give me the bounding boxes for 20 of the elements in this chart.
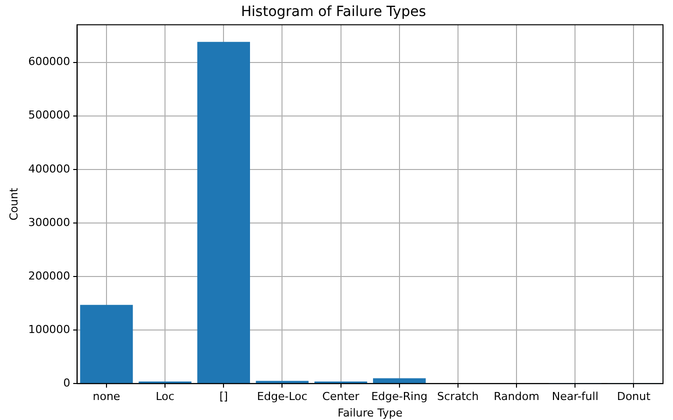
y-tick-label: 400000 bbox=[28, 162, 70, 176]
x-tick-label: Donut bbox=[616, 390, 652, 404]
x-tick-label: [] bbox=[219, 390, 228, 404]
y-tick-label: 0 bbox=[63, 376, 70, 390]
chart-title: Histogram of Failure Types bbox=[241, 4, 426, 20]
y-tick-label: 500000 bbox=[28, 108, 70, 122]
x-tick-label: Center bbox=[322, 390, 360, 404]
x-tick-label: Near-full bbox=[552, 390, 598, 404]
y-tick-label: 100000 bbox=[28, 322, 70, 336]
x-tick-label: Edge-Loc bbox=[257, 390, 308, 404]
x-axis-title: Failure Type bbox=[338, 406, 403, 420]
y-tick-label: 300000 bbox=[28, 216, 70, 229]
y-tick-label: 600000 bbox=[28, 55, 70, 68]
y-tick-label: 200000 bbox=[28, 269, 70, 282]
x-tick-label: Scratch bbox=[437, 390, 479, 404]
x-tick-label: Random bbox=[494, 390, 540, 404]
x-tick-label: Loc bbox=[156, 390, 174, 404]
x-tick-label: Edge-Ring bbox=[371, 390, 428, 404]
y-axis-title: Count bbox=[7, 187, 20, 221]
x-tick-label: none bbox=[92, 390, 120, 404]
